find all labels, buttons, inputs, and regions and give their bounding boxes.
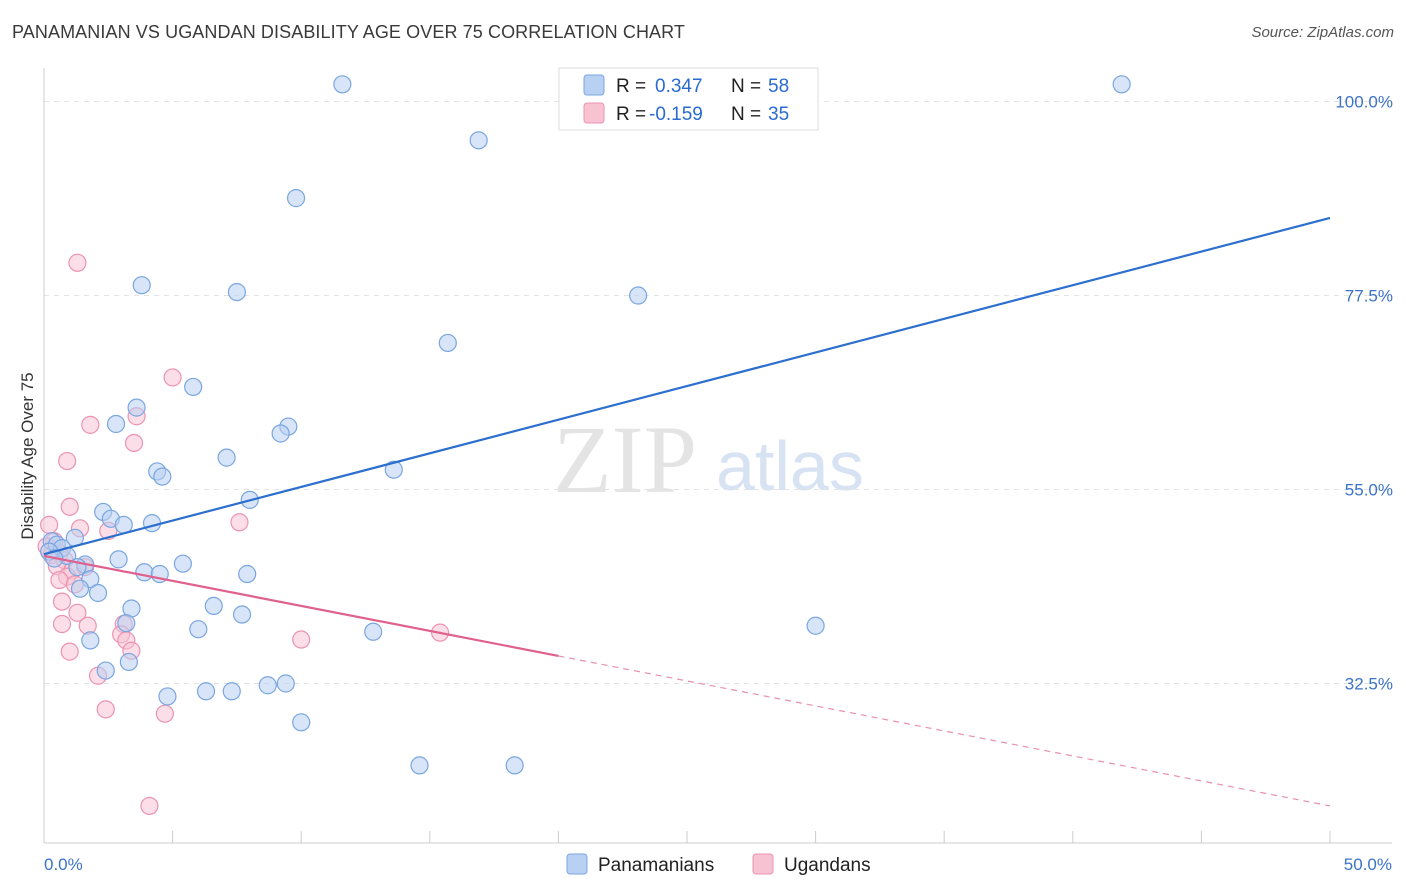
ugandans-point-36	[140, 796, 159, 816]
y-tick-label-2: 77.5%	[1345, 287, 1393, 306]
legend-n-value-ugandans: 35	[768, 104, 789, 125]
ugandans-point-0	[68, 253, 87, 272]
panamanians-point-50	[258, 676, 277, 695]
ugandans-point-35	[155, 704, 174, 723]
ugandans-point-29	[292, 630, 311, 649]
chart-title: PANAMANIAN VS UGANDAN DISABILITY AGE OVE…	[12, 22, 686, 42]
panamanians-point-52	[222, 682, 241, 701]
y-axis-tick-labels: 32.5% 55.0% 77.5% 100.0%	[1335, 93, 1393, 694]
panamanians-point-46	[81, 631, 100, 650]
panamanians-point-31	[173, 554, 192, 573]
trend-lines	[43, 216, 1331, 807]
panamanians-point-53	[158, 687, 177, 706]
panamanians-trend-line	[43, 216, 1331, 556]
legend-n-label-ugandans: N =	[731, 104, 761, 125]
panamanians-point-51	[196, 682, 216, 701]
panamanians-point-39	[204, 596, 223, 616]
panamanians-point-4	[132, 276, 151, 295]
panamanians-point-33	[135, 563, 154, 582]
panamanians-point-3	[286, 189, 306, 208]
panamanians-point-16	[153, 467, 172, 486]
panamanians-point-14	[384, 460, 403, 479]
panamanians-point-6	[629, 286, 648, 305]
panamanians-point-35	[238, 564, 257, 584]
panamanians-point-8	[184, 377, 203, 397]
legend-n-label-panamanians: N =	[731, 76, 761, 97]
legend-r-label-ugandans: R =	[616, 104, 646, 125]
panamanians-point-56	[505, 756, 524, 775]
panamanians-point-13	[217, 448, 236, 467]
ugandans-trend-line-solid	[43, 554, 559, 657]
panamanians-point-41	[232, 605, 252, 624]
panamanians-point-44	[806, 616, 825, 635]
bottom-legend-label-ugandans: Ugandans	[784, 855, 871, 876]
panamanians-point-21	[142, 514, 162, 533]
panamanians-point-55	[410, 756, 429, 775]
bottom-legend-swatch-panamanians	[566, 853, 588, 875]
y-axis-label: Disability Age Over 75	[18, 372, 37, 539]
series-legend: Panamanians Ugandans	[566, 853, 871, 876]
legend-swatch-ugandans	[583, 102, 605, 124]
ugandans-point-7	[230, 513, 249, 532]
ugandans-point-6	[60, 497, 79, 516]
panamanians-point-47	[119, 652, 138, 672]
ugandans-point-3	[81, 415, 100, 434]
ugandans-point-1	[163, 368, 182, 387]
panamanians-point-0	[333, 75, 352, 94]
panamanians-point-30	[109, 550, 128, 569]
ugandans-trend-line-dashed	[558, 655, 1331, 807]
ugandans-points	[37, 253, 450, 816]
panamanians-point-38	[88, 583, 108, 603]
x-axis-ticks	[43, 831, 1331, 843]
ugandans-point-4	[124, 433, 144, 453]
ugandans-point-22	[52, 592, 72, 611]
panamanians-point-5	[227, 282, 246, 302]
ugandans-point-34	[96, 700, 115, 719]
legend-swatch-panamanians	[583, 74, 605, 96]
ugandans-point-31	[60, 642, 79, 661]
panamanians-point-7	[438, 333, 457, 353]
ugandans-point-8	[40, 515, 59, 534]
panamanians-point-12	[271, 424, 290, 443]
ugandans-point-5	[58, 451, 77, 471]
panamanians-point-9	[127, 398, 146, 417]
y-tick-label-3: 100.0%	[1335, 93, 1393, 112]
panamanians-point-37	[70, 579, 90, 598]
panamanians-point-45	[364, 622, 383, 641]
legend-r-value-panamanians: 0.347	[655, 76, 703, 97]
x-tick-label-max: 50.0%	[1344, 855, 1392, 874]
legend-r-value-ugandans: -0.159	[649, 104, 703, 125]
bottom-legend-label-panamanians: Panamanians	[598, 855, 714, 876]
panamanians-point-48	[96, 661, 115, 680]
legend-n-value-panamanians: 58	[768, 76, 789, 97]
ugandans-point-24	[52, 614, 72, 634]
panamanians-point-1	[1112, 75, 1131, 94]
x-tick-label-min: 0.0%	[44, 855, 83, 874]
bottom-legend-swatch-ugandans	[752, 853, 774, 875]
panamanians-point-2	[469, 131, 488, 150]
y-tick-label-1: 55.0%	[1345, 481, 1393, 500]
panamanians-point-49	[276, 674, 295, 693]
y-tick-label-0: 32.5%	[1345, 675, 1393, 694]
source-credit: Source: ZipAtlas.com	[1251, 24, 1394, 41]
watermark-atlas: atlas	[716, 427, 864, 505]
ugandans-point-23	[68, 603, 87, 622]
panamanians-point-43	[189, 620, 208, 639]
legend-r-label-panamanians: R =	[616, 76, 646, 97]
panamanians-point-10	[106, 414, 126, 434]
stats-legend: R = 0.347 N = 58 R = -0.159 N = 35	[558, 67, 819, 131]
watermark-zip: ZIP	[553, 406, 697, 513]
panamanians-points	[40, 75, 1131, 775]
panamanians-point-54	[292, 713, 311, 732]
ugandans-point-20	[50, 570, 69, 590]
panamanians-point-42	[117, 614, 136, 633]
